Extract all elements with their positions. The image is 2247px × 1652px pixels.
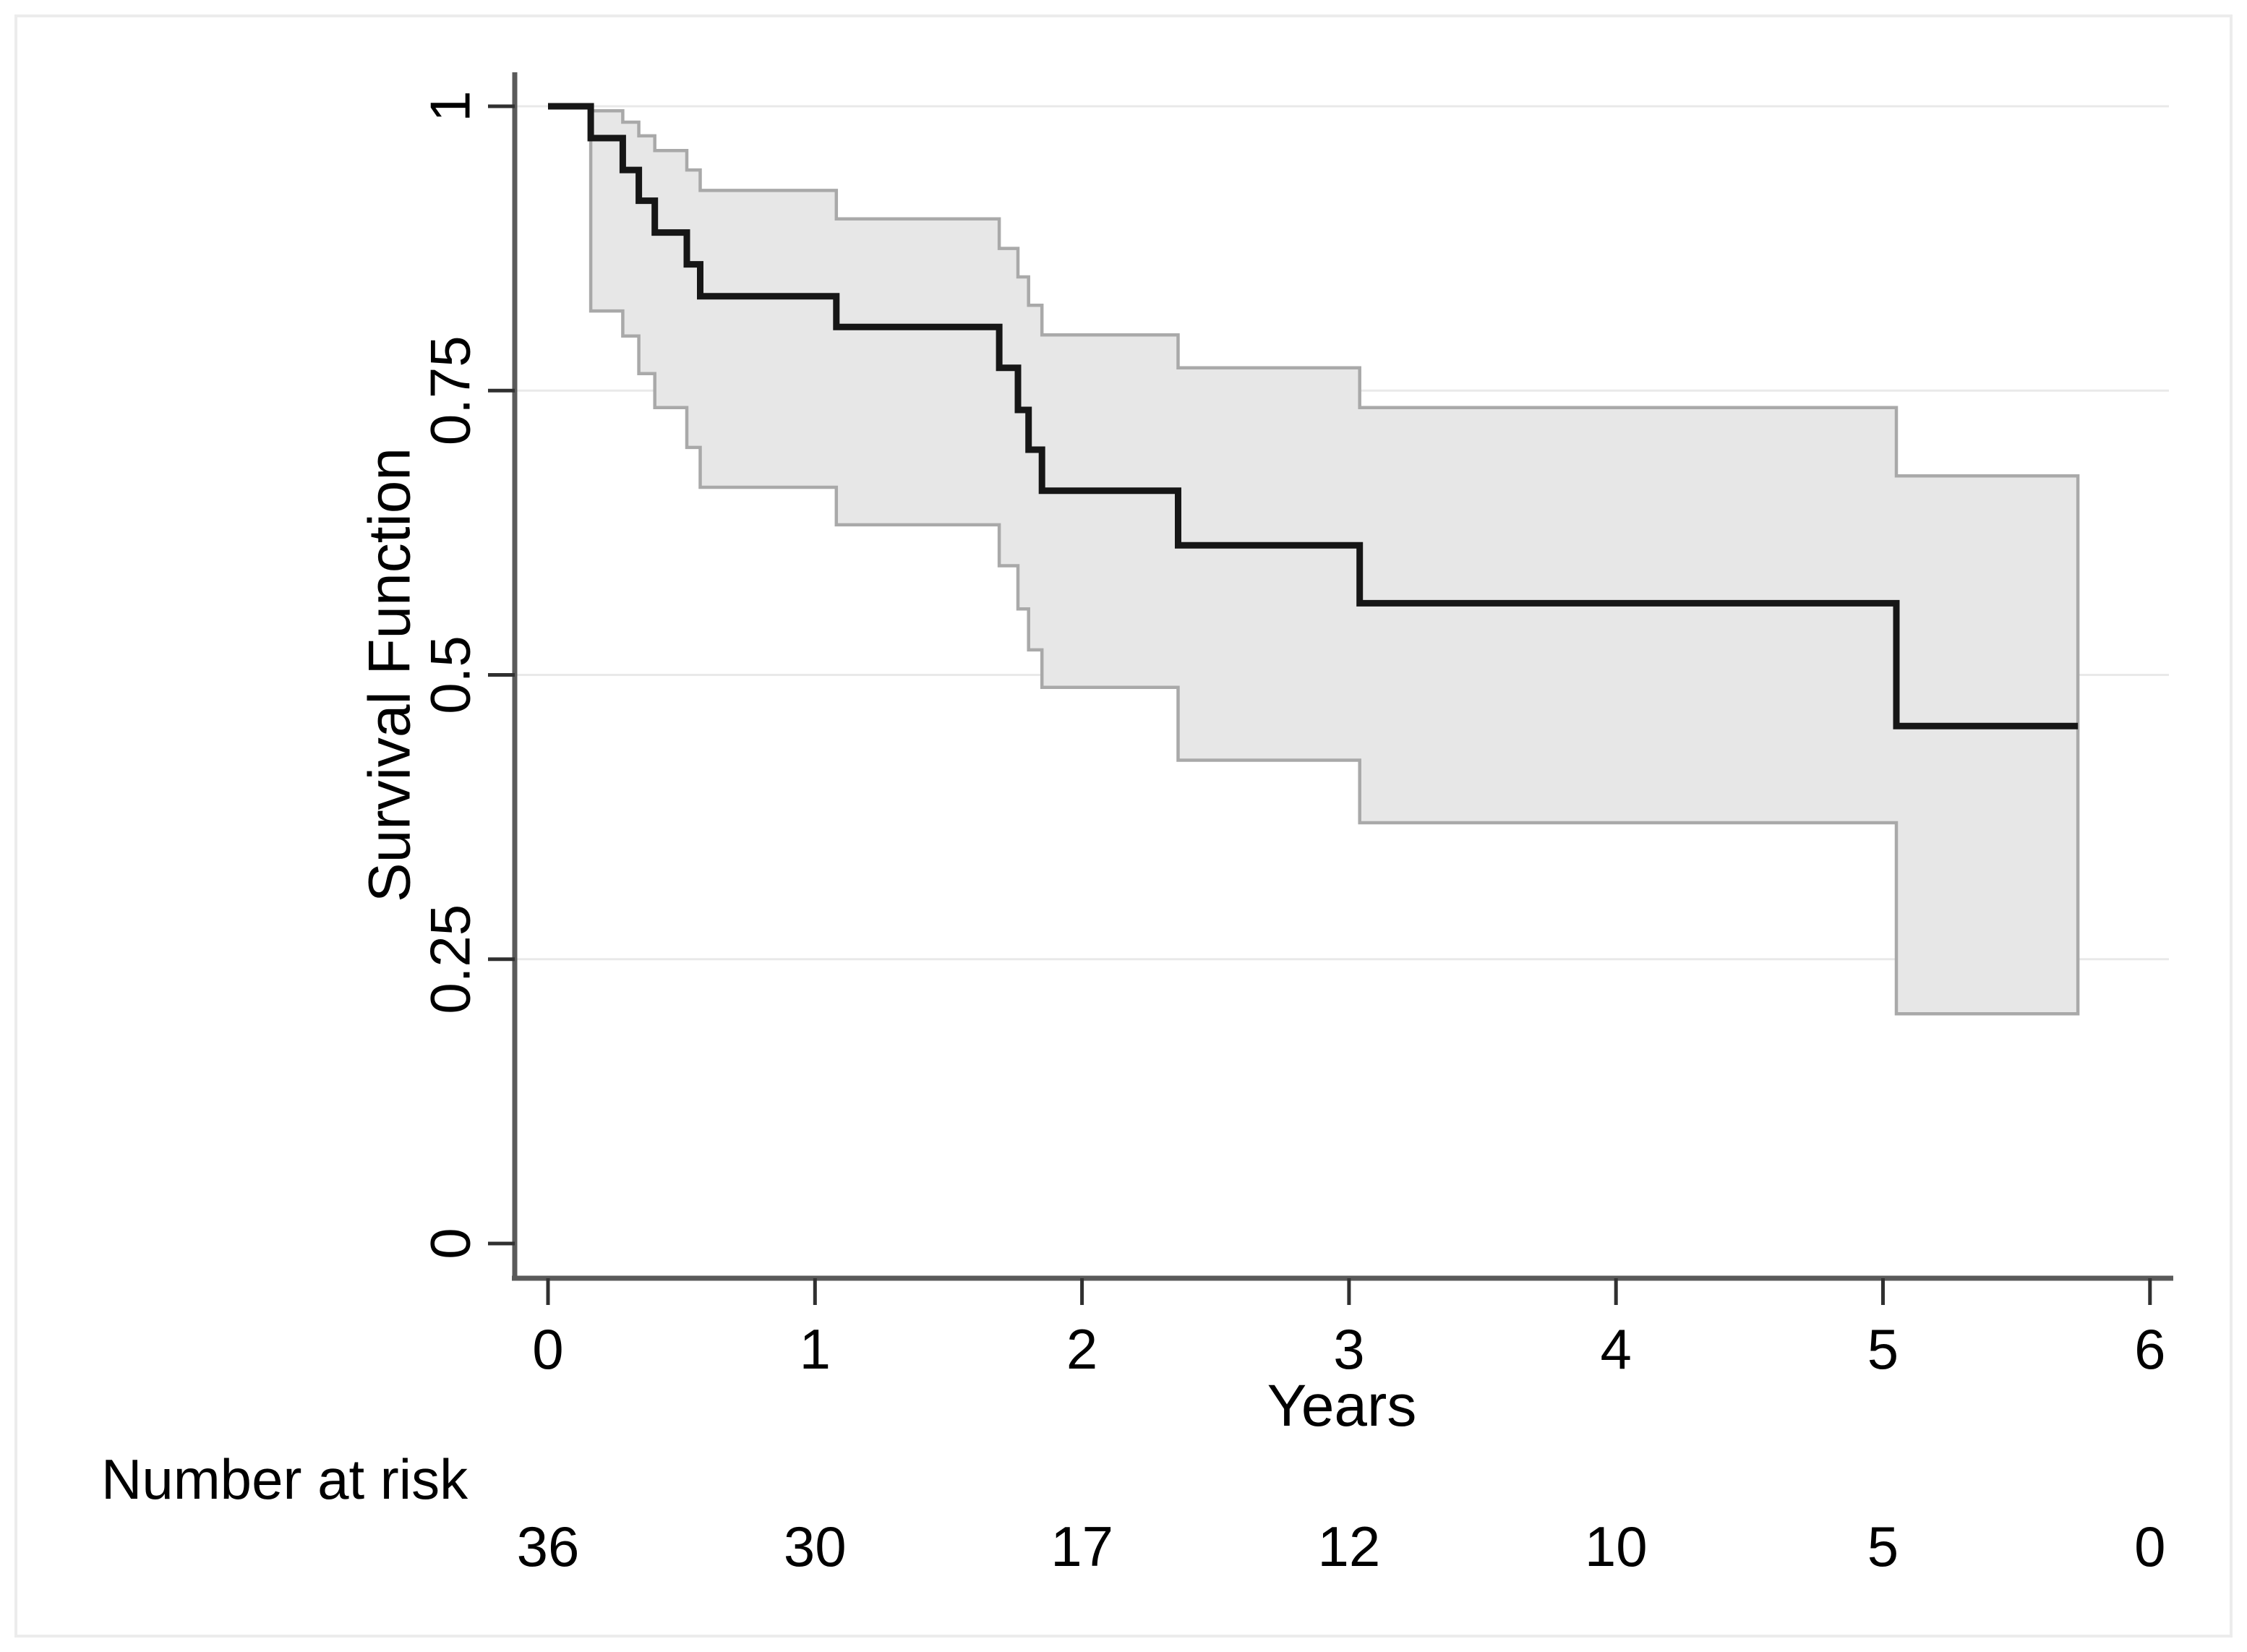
risk-count-t3: 12 bbox=[1318, 1515, 1381, 1578]
y-tick-label: 0.5 bbox=[418, 635, 482, 714]
risk-table-group: Number at risk 36 30 17 12 10 5 0 bbox=[101, 1447, 2165, 1578]
y-tick-label: 1 bbox=[418, 90, 482, 121]
risk-count-t4: 10 bbox=[1585, 1515, 1648, 1578]
risk-count-t0: 36 bbox=[517, 1515, 580, 1578]
axes-group bbox=[488, 72, 2173, 1305]
y-tick-label: 0.75 bbox=[418, 335, 482, 445]
risk-count-t1: 30 bbox=[784, 1515, 847, 1578]
risk-count-t6: 0 bbox=[2134, 1515, 2165, 1578]
x-tick-label: 0 bbox=[532, 1317, 563, 1381]
x-tick-label: 5 bbox=[1867, 1317, 1899, 1381]
y-tick-label: 0 bbox=[418, 1228, 482, 1259]
y-tick-label: 0.25 bbox=[418, 904, 482, 1014]
ci-band-95 bbox=[588, 109, 2080, 1016]
km-curve bbox=[548, 103, 2079, 729]
risk-count-t5: 5 bbox=[1867, 1515, 1899, 1578]
x-tick-label: 1 bbox=[800, 1317, 831, 1381]
x-tick-label: 2 bbox=[1066, 1317, 1097, 1381]
labels-group: 0 1 2 3 4 5 6 0 0.25 0.5 0.75 1 Years Survival Functi… bbox=[357, 90, 2166, 1439]
x-tick-label: 6 bbox=[2134, 1317, 2165, 1381]
x-tick-label: 3 bbox=[1333, 1317, 1364, 1381]
figure-border bbox=[14, 14, 2233, 1638]
x-axis-title: Years bbox=[1267, 1373, 1417, 1439]
x-tick-label: 4 bbox=[1601, 1317, 1632, 1381]
risk-count-t2: 17 bbox=[1050, 1515, 1113, 1578]
y-axis-title: Survival Function bbox=[357, 448, 423, 902]
risk-table-title: Number at risk bbox=[101, 1447, 468, 1511]
